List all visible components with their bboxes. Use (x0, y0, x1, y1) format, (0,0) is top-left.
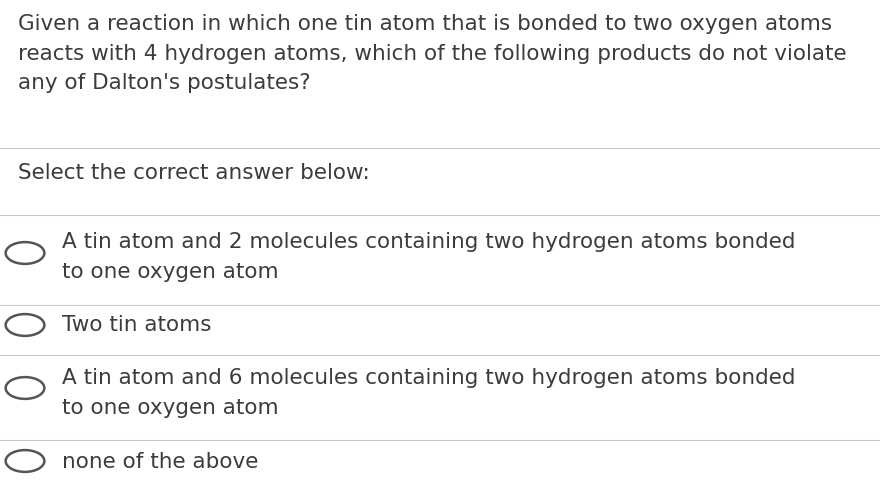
Text: Select the correct answer below:: Select the correct answer below: (18, 163, 370, 183)
Text: A tin atom and 2 molecules containing two hydrogen atoms bonded
to one oxygen at: A tin atom and 2 molecules containing tw… (62, 232, 796, 282)
Text: A tin atom and 6 molecules containing two hydrogen atoms bonded
to one oxygen at: A tin atom and 6 molecules containing tw… (62, 368, 796, 418)
Text: Two tin atoms: Two tin atoms (62, 315, 211, 335)
Text: none of the above: none of the above (62, 452, 259, 472)
Text: Given a reaction in which one tin atom that is bonded to two oxygen atoms
reacts: Given a reaction in which one tin atom t… (18, 14, 847, 93)
